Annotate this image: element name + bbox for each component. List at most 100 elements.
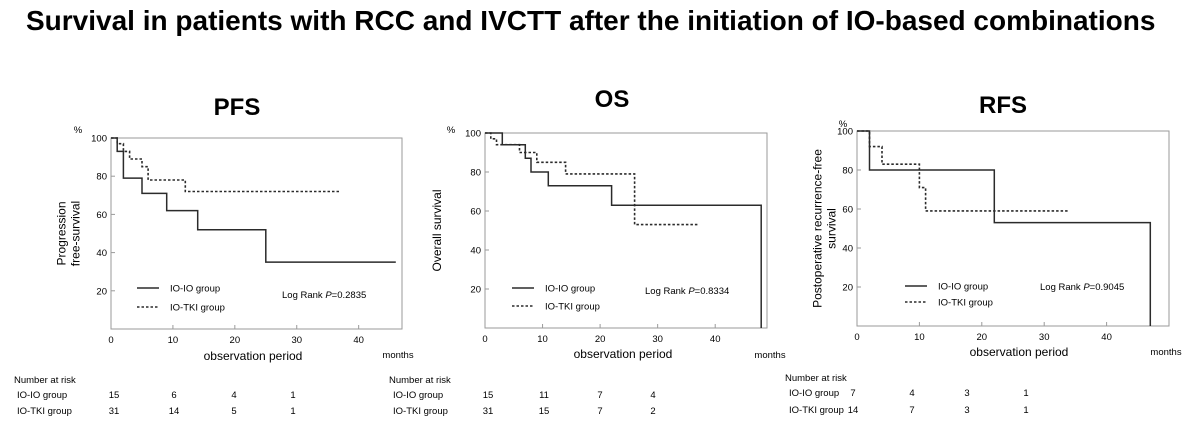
y-axis-label: Postoperative recurrence-freesurvival bbox=[811, 149, 839, 308]
risk-count: 1 bbox=[290, 390, 295, 401]
risk-row-label: IO-IO group bbox=[393, 390, 443, 401]
risk-count: 3 bbox=[964, 388, 969, 399]
x-axis-label: observation period bbox=[970, 345, 1069, 359]
risk-count: 15 bbox=[539, 406, 550, 417]
log-rank-annotation: Log Rank P=0.9045 bbox=[1040, 282, 1124, 293]
risk-count: 1 bbox=[1023, 405, 1028, 416]
risk-row-label: IO-TKI group bbox=[789, 405, 844, 416]
risk-count: 14 bbox=[848, 405, 859, 416]
risk-count: 31 bbox=[109, 406, 120, 417]
x-unit-label: months bbox=[1150, 347, 1181, 358]
risk-count: 5 bbox=[231, 406, 236, 417]
y-tick-label: 60 bbox=[842, 205, 853, 216]
risk-count: 6 bbox=[171, 390, 176, 401]
y-tick-label: 40 bbox=[842, 244, 853, 255]
x-tick-label: 20 bbox=[595, 334, 606, 345]
y-tick-label: 20 bbox=[470, 285, 481, 296]
x-tick-label: 40 bbox=[1101, 332, 1112, 343]
risk-table-header: Number at risk bbox=[14, 375, 76, 386]
x-tick-label: 0 bbox=[108, 335, 113, 346]
y-tick-label: 80 bbox=[96, 172, 107, 183]
km-plot-pfs: PFS 20 40 60 80 100 0 10 20 30 40% Progressionfree-… bbox=[14, 94, 414, 417]
x-tick-label: 30 bbox=[652, 334, 663, 345]
y-axis-label: Overall survival bbox=[430, 189, 444, 271]
number-at-risk-table: Number at risk IO-IO group 15 11 7 4 IO-TKI gr… bbox=[389, 375, 656, 417]
y-tick-label: 40 bbox=[470, 246, 481, 257]
risk-table-header: Number at risk bbox=[389, 375, 451, 386]
y-tick-label: 80 bbox=[842, 166, 853, 177]
risk-count: 1 bbox=[290, 406, 295, 417]
y-tick-label: 20 bbox=[842, 283, 853, 294]
km-curve-io-tki-group bbox=[857, 130, 1070, 212]
km-curve-io-io-group bbox=[485, 132, 762, 328]
km-curve-io-tki-group bbox=[485, 132, 698, 226]
y-tick-label: 40 bbox=[96, 248, 107, 259]
x-tick-label: 30 bbox=[291, 335, 302, 346]
x-tick-label: 0 bbox=[854, 332, 859, 343]
km-plot-rfs: RFS 20 40 60 80 100 0 10 20 30 40% Postoperative re… bbox=[785, 92, 1182, 416]
y-tick-label: 60 bbox=[96, 210, 107, 221]
panel-title: PFS bbox=[214, 94, 261, 121]
y-unit-label: % bbox=[74, 125, 83, 136]
risk-row-label: IO-IO group bbox=[17, 390, 67, 401]
y-tick-label: 60 bbox=[470, 207, 481, 218]
x-tick-label: 20 bbox=[230, 335, 241, 346]
risk-count: 7 bbox=[850, 388, 855, 399]
y-tick-label: 20 bbox=[96, 286, 107, 297]
km-curve-io-io-group bbox=[111, 137, 396, 263]
legend-label: IO-IO group bbox=[938, 282, 988, 293]
risk-count: 2 bbox=[650, 406, 655, 417]
legend-label: IO-IO group bbox=[545, 284, 595, 295]
risk-count: 15 bbox=[483, 390, 494, 401]
risk-row-label: IO-IO group bbox=[789, 388, 839, 399]
x-tick-label: 30 bbox=[1039, 332, 1050, 343]
km-curve-io-io-group bbox=[857, 130, 1152, 326]
x-tick-label: 20 bbox=[977, 332, 988, 343]
x-tick-label: 0 bbox=[482, 334, 487, 345]
panel-title: RFS bbox=[979, 92, 1027, 119]
risk-row-label: IO-TKI group bbox=[17, 406, 72, 417]
risk-count: 4 bbox=[231, 390, 236, 401]
legend-label: IO-IO group bbox=[170, 284, 220, 295]
x-tick-label: 10 bbox=[537, 334, 548, 345]
number-at-risk-table: Number at risk IO-IO group 7 4 3 1 IO-TKI grou… bbox=[785, 373, 1029, 416]
y-unit-label: % bbox=[839, 119, 848, 130]
legend-label: IO-TKI group bbox=[545, 302, 600, 313]
risk-count: 4 bbox=[650, 390, 655, 401]
x-unit-label: months bbox=[754, 350, 785, 361]
y-axis-label: Progressionfree-survival bbox=[55, 201, 83, 266]
x-tick-label: 40 bbox=[353, 335, 364, 346]
risk-count: 15 bbox=[109, 390, 120, 401]
risk-count: 7 bbox=[597, 390, 602, 401]
y-tick-label: 100 bbox=[465, 129, 481, 140]
x-tick-label: 10 bbox=[914, 332, 925, 343]
plot-frame bbox=[484, 132, 768, 329]
km-plot-os: OS 20 40 60 80 100 0 10 20 30 40% Overall survival o… bbox=[389, 86, 786, 417]
slide-title: Survival in patients with RCC and IVCTT … bbox=[26, 5, 1156, 36]
plot-frame bbox=[856, 130, 1170, 327]
panel-title: OS bbox=[595, 86, 630, 113]
risk-count: 1 bbox=[1023, 388, 1028, 399]
legend-label: IO-TKI group bbox=[170, 303, 225, 314]
log-rank-annotation: Log Rank P=0.8334 bbox=[645, 286, 729, 297]
x-tick-label: 40 bbox=[710, 334, 721, 345]
risk-count: 31 bbox=[483, 406, 494, 417]
risk-count: 7 bbox=[909, 405, 914, 416]
risk-count: 4 bbox=[909, 388, 914, 399]
y-tick-label: 100 bbox=[837, 127, 853, 138]
x-axis-label: observation period bbox=[574, 347, 673, 361]
risk-count: 11 bbox=[539, 390, 549, 401]
legend-label: IO-TKI group bbox=[938, 298, 993, 309]
x-axis-label: observation period bbox=[204, 349, 303, 363]
x-tick-label: 10 bbox=[168, 335, 179, 346]
risk-count: 14 bbox=[169, 406, 180, 417]
plot-frame bbox=[110, 137, 403, 330]
risk-row-label: IO-TKI group bbox=[393, 406, 448, 417]
risk-count: 3 bbox=[964, 405, 969, 416]
y-unit-label: % bbox=[447, 125, 456, 136]
risk-table-header: Number at risk bbox=[785, 373, 847, 384]
risk-count: 7 bbox=[597, 406, 602, 417]
km-curve-io-tki-group bbox=[111, 137, 341, 193]
